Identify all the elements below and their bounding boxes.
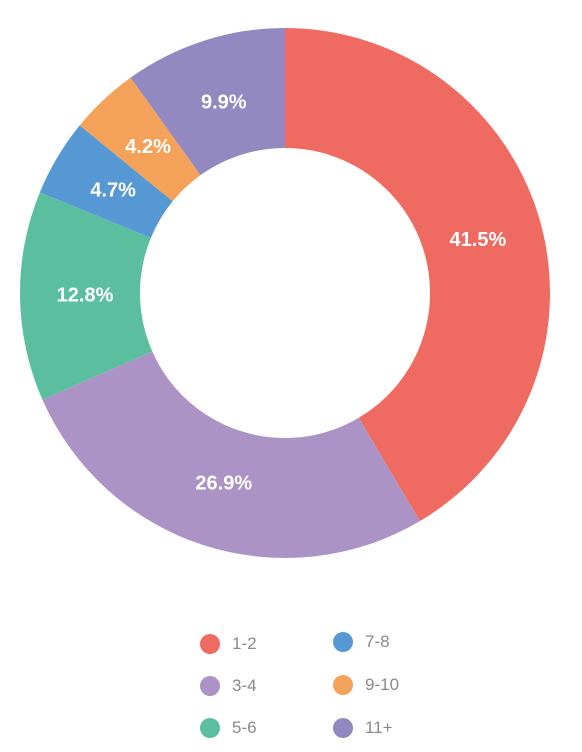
slice-11-plus bbox=[130, 28, 285, 176]
legend-item-7-8: 7-8 bbox=[333, 630, 390, 654]
slice-label-1-2: 41.5% bbox=[450, 229, 507, 251]
legend-swatch-9-10 bbox=[333, 675, 353, 695]
legend-item-11-plus: 11+ bbox=[333, 716, 393, 740]
legend-label-3-4: 3-4 bbox=[232, 676, 257, 695]
legend-swatch-11-plus bbox=[333, 718, 353, 738]
slice-7-8 bbox=[39, 125, 173, 238]
legend-swatch-7-8 bbox=[333, 632, 353, 652]
slice-label-7-8: 4.7% bbox=[90, 180, 136, 202]
legend-item-1-2: 1-2 bbox=[200, 632, 257, 656]
slice-3-4 bbox=[42, 351, 420, 558]
legend-label-7-8: 7-8 bbox=[365, 632, 390, 651]
chart-legend: 1-2 7-8 3-4 9-10 5-6 11+ bbox=[200, 630, 460, 750]
legend-swatch-3-4 bbox=[200, 676, 220, 696]
donut-chart-svg: 41.5% 26.9% 12.8% 4.7% 4.2% 9.9% bbox=[20, 28, 551, 558]
legend-item-9-10: 9-10 bbox=[333, 673, 399, 697]
legend-label-5-6: 5-6 bbox=[232, 718, 257, 737]
legend-label-11-plus: 11+ bbox=[365, 718, 393, 737]
slice-5-6 bbox=[20, 192, 153, 400]
legend-label-9-10: 9-10 bbox=[365, 675, 400, 694]
slice-label-5-6: 12.8% bbox=[57, 285, 114, 307]
legend-swatch-5-6 bbox=[200, 718, 220, 738]
legend-item-5-6: 5-6 bbox=[200, 716, 257, 740]
slice-9-10 bbox=[79, 77, 201, 202]
legend-swatch-1-2 bbox=[200, 634, 220, 654]
slice-label-3-4: 26.9% bbox=[195, 472, 252, 494]
slice-1-2 bbox=[285, 28, 551, 522]
legend-label-1-2: 1-2 bbox=[232, 634, 257, 653]
legend-item-3-4: 3-4 bbox=[200, 674, 257, 698]
slice-label-9-10: 4.2% bbox=[125, 136, 171, 158]
slice-label-11-plus: 9.9% bbox=[201, 92, 247, 114]
